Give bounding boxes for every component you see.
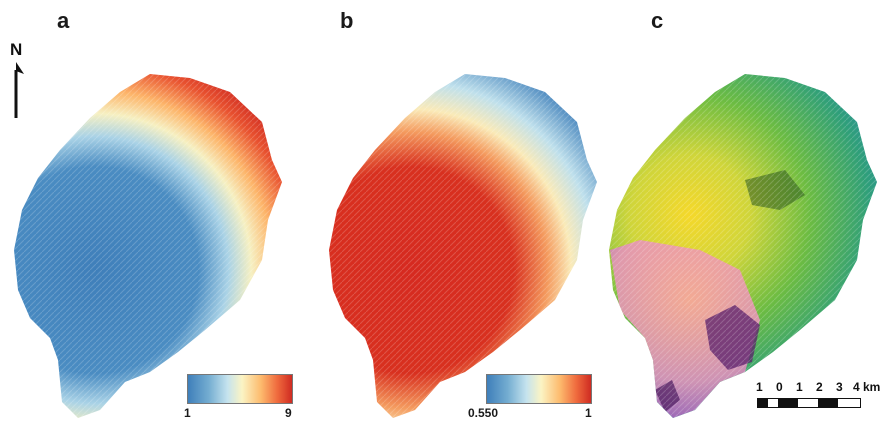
north-arrow: N <box>10 40 30 124</box>
colorbar-a <box>187 374 293 404</box>
panel-label-b: b <box>340 8 354 33</box>
map-c <box>609 74 877 418</box>
north-letter: N <box>10 40 23 59</box>
scale-label: 3 <box>836 380 843 394</box>
colorbar-a-min: 1 <box>184 406 191 420</box>
colorbar-b <box>486 374 592 404</box>
map-b <box>329 74 597 418</box>
colorbar-a-max: 9 <box>285 406 292 420</box>
scale-label-end: 4 km <box>853 380 881 394</box>
scale-label: 2 <box>816 380 823 394</box>
scale-label: 1 <box>756 380 763 394</box>
north-arrow-icon <box>14 62 24 118</box>
panel-label-a: a <box>57 8 70 33</box>
scale-bar <box>757 398 861 408</box>
panel-label-c: c <box>651 8 664 33</box>
scale-label: 1 <box>796 380 803 394</box>
colorbar-b-min: 0.550 <box>468 406 499 420</box>
map-a <box>14 74 282 418</box>
colorbar-b-max: 1 <box>585 406 592 420</box>
scale-label: 0 <box>776 380 783 394</box>
